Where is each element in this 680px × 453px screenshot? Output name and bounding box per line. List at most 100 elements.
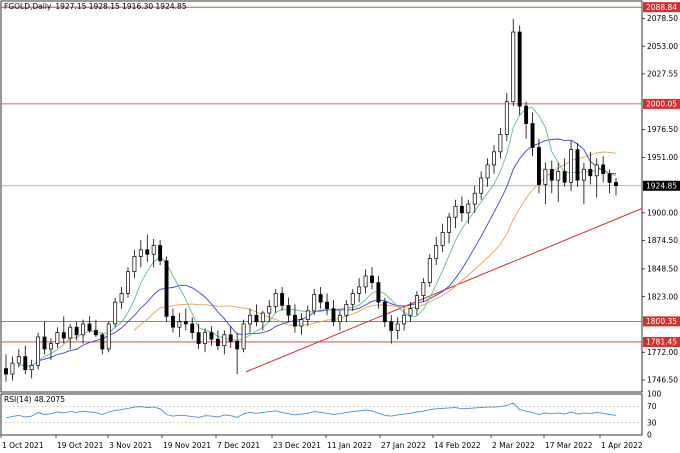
candle — [29, 359, 34, 379]
candle — [254, 304, 259, 327]
price-tag-label: 2000.05 — [646, 99, 677, 108]
candle-body — [427, 258, 432, 283]
candle-body — [177, 321, 182, 328]
candle — [376, 276, 381, 309]
candle — [318, 286, 323, 309]
candle — [511, 18, 516, 107]
candle — [23, 345, 28, 375]
x-tick-label: 2 Mar 2022 — [492, 441, 535, 450]
candle — [81, 319, 86, 344]
x-tick-label: 23 Dec 2021 — [273, 441, 321, 450]
candle — [260, 310, 265, 331]
x-tick-label: 1 Apr 2022 — [601, 441, 643, 450]
x-tick-label: 1 Oct 2021 — [2, 441, 44, 450]
candle — [183, 308, 188, 331]
candle — [382, 297, 387, 328]
candle — [607, 169, 612, 194]
candle-body — [100, 334, 105, 350]
candle-body — [466, 203, 471, 214]
candle — [408, 302, 413, 322]
candle — [492, 145, 496, 174]
candle-body — [4, 368, 8, 375]
candle — [48, 338, 53, 360]
candle-body — [280, 293, 285, 306]
candle — [16, 348, 21, 368]
candle-body — [402, 314, 407, 325]
candle-body — [132, 256, 137, 273]
candle — [504, 93, 509, 141]
x-tick-label: 14 Feb 2022 — [434, 441, 481, 450]
candle-body — [29, 364, 34, 371]
candle-body — [235, 341, 240, 350]
candle-body — [87, 323, 92, 331]
candle-body — [241, 323, 246, 350]
x-tick-label: 3 Nov 2021 — [109, 441, 152, 450]
candle-body — [569, 149, 574, 183]
candle — [196, 323, 201, 349]
candle-body — [601, 164, 606, 174]
candle — [440, 223, 445, 253]
candle-body — [222, 334, 227, 347]
candle — [4, 354, 8, 382]
candle-body — [164, 260, 169, 317]
candle — [145, 234, 150, 262]
candle — [106, 321, 111, 353]
candle — [235, 332, 240, 375]
candle — [350, 289, 355, 311]
candle-body — [93, 330, 98, 336]
candle-body — [254, 314, 259, 323]
price-tag-label: 1800.35 — [646, 317, 677, 326]
candle — [248, 308, 252, 333]
candle — [228, 326, 233, 348]
candle-body — [453, 205, 458, 218]
candle — [93, 319, 98, 337]
symbol-label: FGOLD,Daily — [4, 2, 52, 11]
x-tick-label: 19 Oct 2021 — [57, 441, 104, 450]
candle — [299, 313, 304, 335]
candle-body — [248, 314, 252, 325]
x-tick-label: 7 Dec 2021 — [217, 441, 260, 450]
candle — [536, 138, 541, 194]
candle-body — [376, 282, 381, 303]
candle-body — [575, 149, 580, 181]
candle — [357, 278, 362, 303]
candle-body — [55, 332, 60, 344]
candle-body — [203, 332, 208, 344]
candle — [36, 332, 41, 370]
candle-body — [292, 314, 297, 327]
candle-body — [434, 245, 439, 259]
candle — [485, 158, 490, 187]
candle-body — [549, 168, 554, 181]
candle-body — [421, 282, 426, 296]
candle-body — [536, 147, 541, 185]
candle-body — [498, 134, 503, 153]
candle — [575, 143, 580, 187]
candle — [530, 112, 535, 157]
candle — [222, 330, 227, 355]
candle-body — [42, 336, 47, 350]
candle — [614, 177, 618, 196]
candle — [556, 162, 561, 202]
y-axis: 2078.50 2053.00 2027.55 1976.50 1951.00 1900.… — [642, 2, 680, 385]
candle — [68, 323, 73, 349]
rsi-tick-label: 100 — [647, 390, 662, 399]
candle — [170, 308, 175, 333]
candle-body — [562, 171, 567, 183]
candle — [549, 160, 554, 194]
rsi-line — [5, 402, 617, 419]
price-tag-bg — [643, 180, 680, 191]
candle — [459, 196, 464, 222]
rsi-tick-label: 0 — [647, 431, 652, 440]
sma-short-line — [18, 107, 617, 367]
candle-body — [228, 334, 233, 342]
candle — [286, 297, 291, 322]
candle-body — [145, 249, 150, 255]
candle — [402, 308, 407, 331]
candle-body — [517, 31, 522, 107]
candle — [190, 317, 195, 340]
candle — [421, 278, 426, 303]
candle — [132, 249, 137, 279]
price-tag-bg — [643, 2, 680, 13]
